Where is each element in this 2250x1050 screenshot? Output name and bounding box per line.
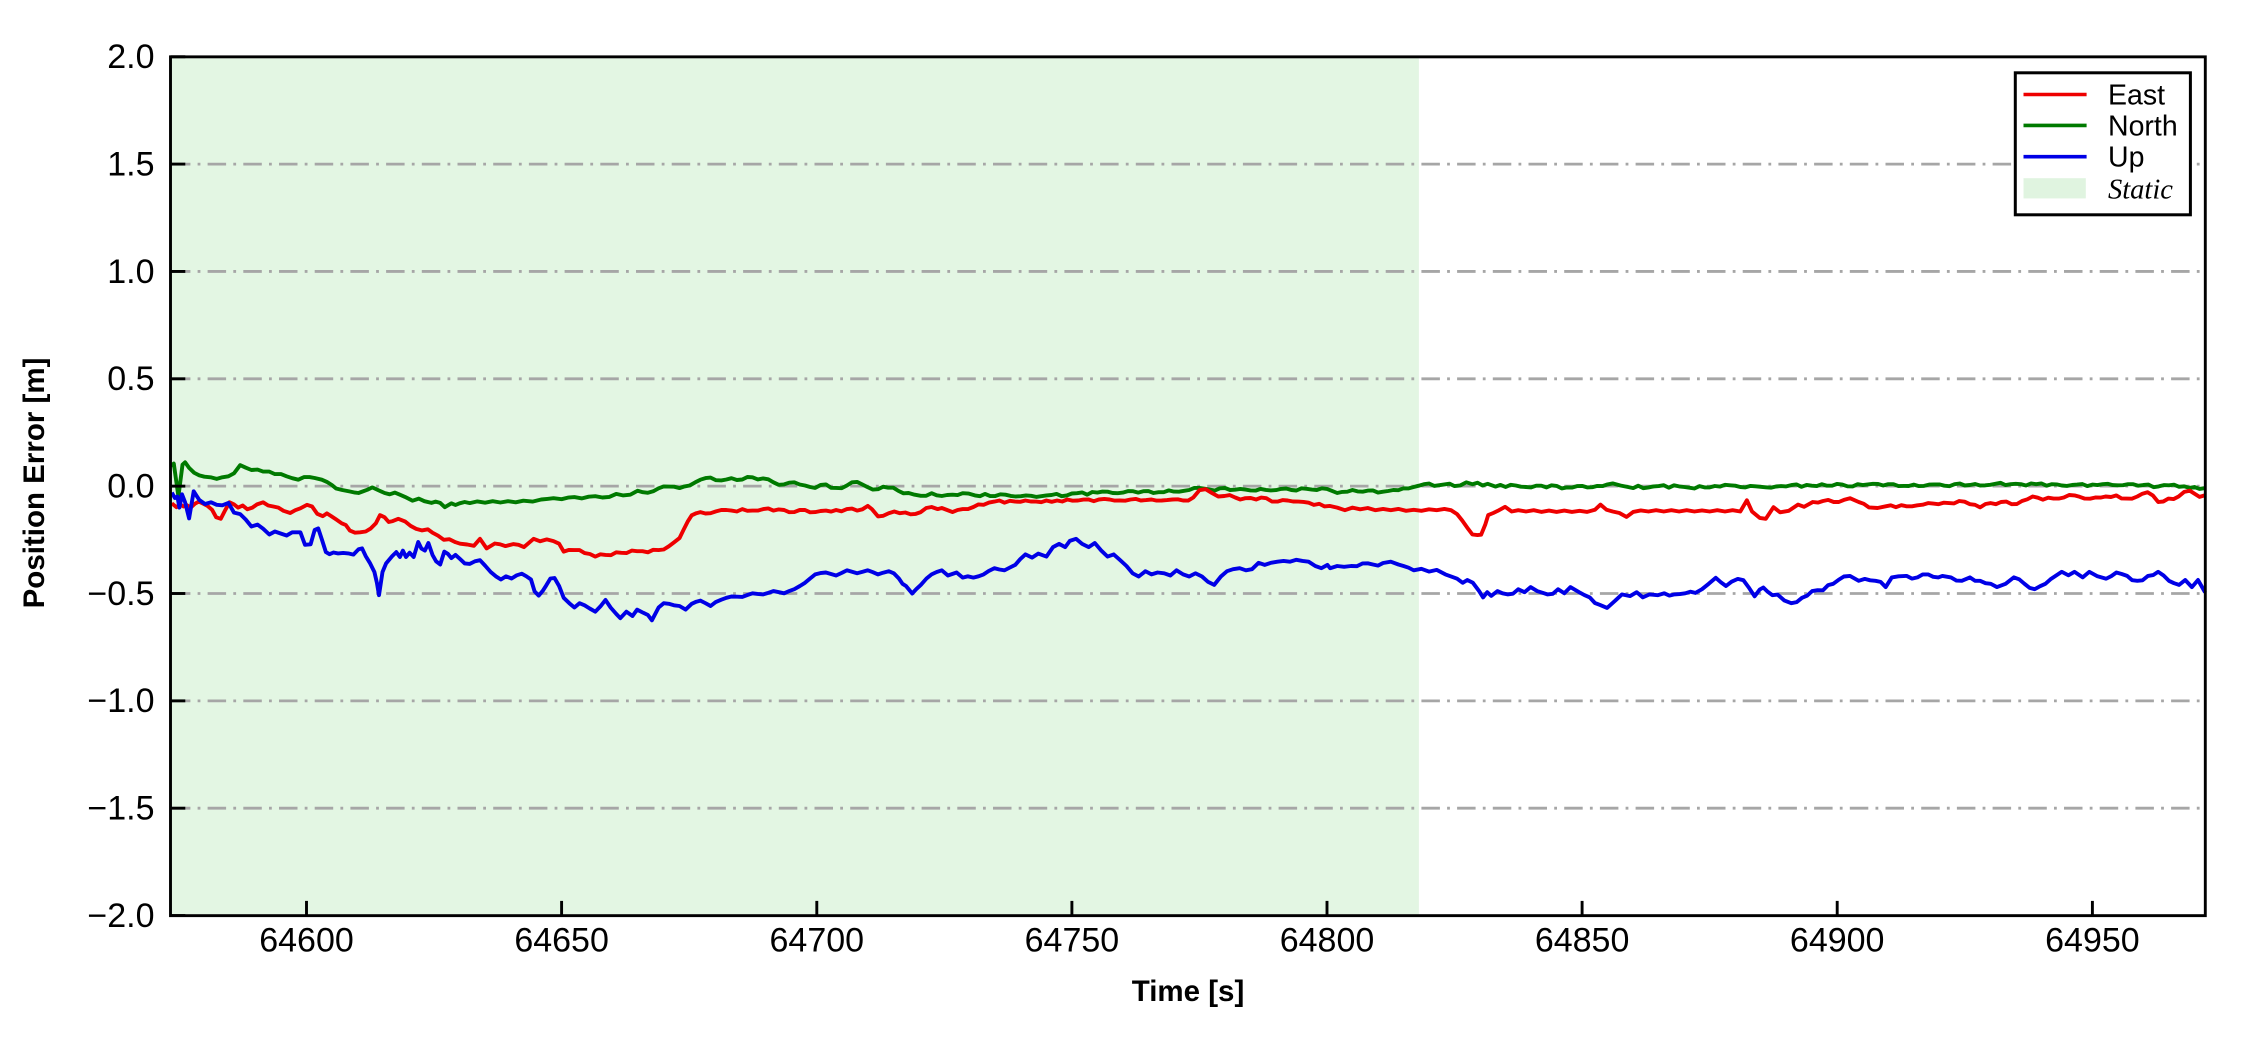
svg-text:Time [s]: Time [s] [1132,975,1245,1008]
svg-text:−0.5: −0.5 [87,575,154,613]
svg-text:64800: 64800 [1280,921,1375,959]
svg-text:East: East [2108,80,2165,112]
svg-text:64750: 64750 [1025,921,1120,959]
svg-text:1.0: 1.0 [107,253,154,291]
svg-text:−2.0: −2.0 [87,897,154,935]
svg-text:−1.5: −1.5 [87,790,154,828]
svg-text:Up: Up [2108,142,2144,174]
svg-text:0.0: 0.0 [107,468,154,506]
svg-text:64900: 64900 [1790,921,1885,959]
svg-text:−1.0: −1.0 [87,682,154,720]
svg-text:64650: 64650 [514,921,609,959]
svg-text:64950: 64950 [2045,921,2140,959]
svg-text:64850: 64850 [1535,921,1630,959]
svg-text:0.5: 0.5 [107,360,154,398]
svg-text:North: North [2108,110,2178,142]
svg-text:64600: 64600 [259,921,354,959]
svg-text:1.5: 1.5 [107,146,154,184]
svg-text:Position Error [m]: Position Error [m] [18,358,51,609]
svg-text:64700: 64700 [770,921,865,959]
svg-text:2.0: 2.0 [107,38,154,76]
svg-text:Static: Static [2108,174,2173,205]
